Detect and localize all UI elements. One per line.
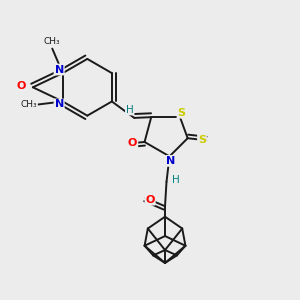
Text: O: O — [17, 81, 26, 91]
Text: N: N — [55, 100, 64, 110]
Text: N: N — [55, 64, 64, 74]
Text: O: O — [146, 195, 155, 205]
Text: CH₃: CH₃ — [20, 100, 37, 109]
Text: CH₃: CH₃ — [44, 37, 61, 46]
Text: H: H — [126, 104, 134, 115]
Text: H: H — [172, 175, 180, 185]
Text: S: S — [198, 135, 206, 145]
Text: N: N — [167, 156, 176, 166]
Text: S: S — [178, 108, 185, 118]
Text: O: O — [128, 139, 137, 148]
